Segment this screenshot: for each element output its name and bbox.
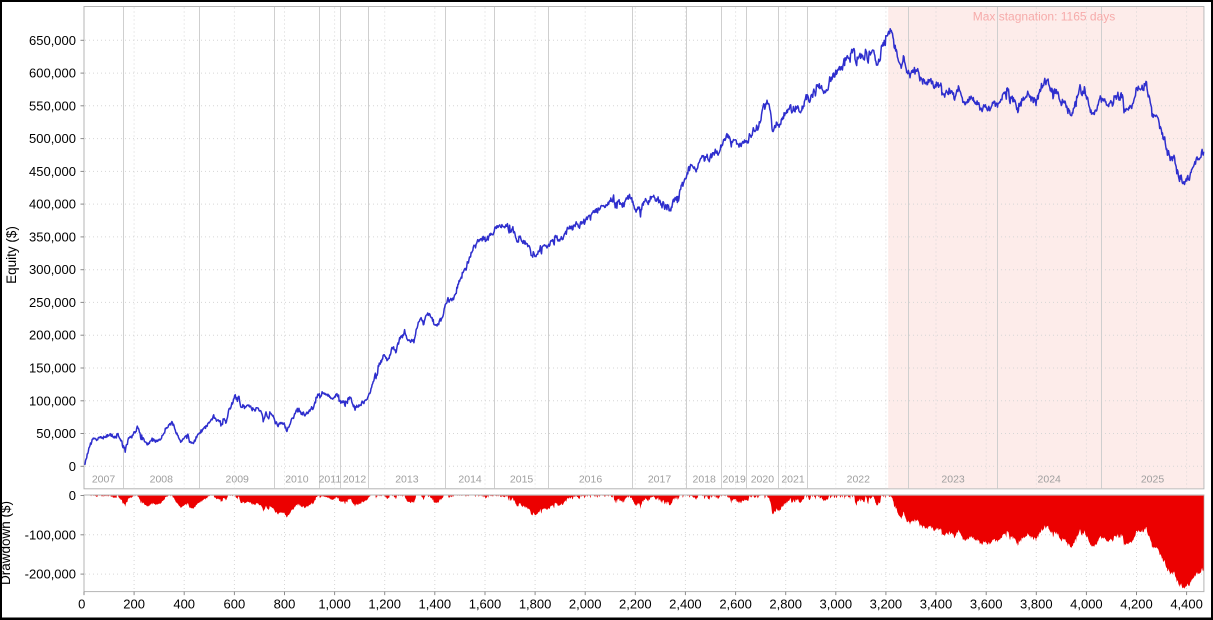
svg-text:-100,000: -100,000 <box>25 527 76 542</box>
svg-text:1,800: 1,800 <box>519 597 552 612</box>
svg-text:2009: 2009 <box>226 474 250 486</box>
svg-text:100,000: 100,000 <box>29 393 76 408</box>
svg-text:3,000: 3,000 <box>820 597 853 612</box>
svg-text:2,400: 2,400 <box>669 597 702 612</box>
svg-text:Max stagnation: 1165 days: Max stagnation: 1165 days <box>973 10 1116 24</box>
svg-text:Drawdown ($): Drawdown ($) <box>0 501 13 585</box>
svg-text:1,000: 1,000 <box>318 597 351 612</box>
svg-text:2022: 2022 <box>847 474 871 486</box>
svg-text:200: 200 <box>123 597 145 612</box>
svg-text:2024: 2024 <box>1038 474 1062 486</box>
svg-text:4,400: 4,400 <box>1170 597 1203 612</box>
svg-text:3,400: 3,400 <box>920 597 953 612</box>
svg-text:3,600: 3,600 <box>970 597 1003 612</box>
svg-text:2,600: 2,600 <box>719 597 752 612</box>
svg-text:3,200: 3,200 <box>870 597 903 612</box>
svg-text:2011: 2011 <box>319 474 342 486</box>
svg-text:4,200: 4,200 <box>1120 597 1153 612</box>
svg-text:4,000: 4,000 <box>1070 597 1103 612</box>
svg-text:500,000: 500,000 <box>29 131 76 146</box>
svg-text:50,000: 50,000 <box>36 426 76 441</box>
svg-text:2025: 2025 <box>1141 474 1165 486</box>
svg-text:-200,000: -200,000 <box>25 567 76 582</box>
svg-text:2,000: 2,000 <box>569 597 602 612</box>
svg-text:2016: 2016 <box>579 474 603 486</box>
svg-text:2017: 2017 <box>648 474 672 486</box>
svg-text:800: 800 <box>274 597 296 612</box>
svg-text:600: 600 <box>224 597 246 612</box>
svg-text:0: 0 <box>78 597 85 612</box>
svg-text:2023: 2023 <box>941 474 965 486</box>
svg-text:400,000: 400,000 <box>29 197 76 212</box>
svg-text:2014: 2014 <box>458 474 482 486</box>
svg-text:300,000: 300,000 <box>29 262 76 277</box>
svg-text:2021: 2021 <box>781 474 805 486</box>
svg-text:150,000: 150,000 <box>29 361 76 376</box>
svg-text:3,800: 3,800 <box>1020 597 1053 612</box>
svg-text:2007: 2007 <box>92 474 116 486</box>
svg-text:1,200: 1,200 <box>368 597 401 612</box>
svg-text:2019: 2019 <box>723 474 747 486</box>
svg-text:450,000: 450,000 <box>29 164 76 179</box>
svg-text:1,600: 1,600 <box>469 597 502 612</box>
svg-text:0: 0 <box>69 488 76 503</box>
svg-text:2013: 2013 <box>395 474 419 486</box>
svg-text:2010: 2010 <box>285 474 309 486</box>
svg-text:600,000: 600,000 <box>29 66 76 81</box>
svg-text:2018: 2018 <box>693 474 717 486</box>
svg-text:200,000: 200,000 <box>29 328 76 343</box>
svg-text:250,000: 250,000 <box>29 295 76 310</box>
svg-text:350,000: 350,000 <box>29 229 76 244</box>
svg-text:2008: 2008 <box>150 474 174 486</box>
svg-text:550,000: 550,000 <box>29 98 76 113</box>
svg-text:1,400: 1,400 <box>419 597 452 612</box>
svg-text:2020: 2020 <box>751 474 775 486</box>
svg-text:650,000: 650,000 <box>29 33 76 48</box>
svg-text:2,200: 2,200 <box>619 597 652 612</box>
svg-text:0: 0 <box>69 459 76 474</box>
svg-text:2,800: 2,800 <box>769 597 802 612</box>
svg-text:Equity ($): Equity ($) <box>4 226 19 284</box>
svg-text:400: 400 <box>173 597 195 612</box>
svg-text:2012: 2012 <box>343 474 367 486</box>
svg-text:2015: 2015 <box>510 474 534 486</box>
